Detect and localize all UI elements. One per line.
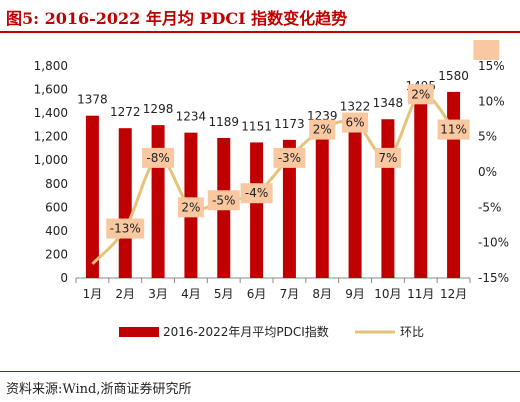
pct-label: 2% (411, 87, 430, 101)
pct-label-box (177, 197, 204, 218)
x-tick-label: 2月 (115, 287, 135, 301)
legend-bar-label: 2016-2022年月平均PDCI指数 (163, 324, 329, 339)
y-left-tick-label: 400 (45, 224, 68, 238)
bottom-rule (0, 371, 520, 372)
line-value-labels: -13% -8% 2% -5% -4% -3% 2% 6% 7% 2% 11% 6% (106, 40, 500, 239)
pct-label-box (437, 119, 470, 140)
pct-label-box (342, 112, 369, 133)
bar-value-label: 1378 (77, 93, 108, 107)
figure-title: 图5: 2016-2022 年月均 PDCI 指数变化趋势 (6, 9, 348, 28)
y-left-tick-label: 600 (45, 200, 68, 214)
bar (381, 119, 395, 278)
pct-label-box (407, 84, 434, 105)
y-left-tick-label: 200 (45, 247, 68, 261)
x-tick-label: 7月 (280, 287, 300, 301)
bar-value-label: 1189 (208, 115, 239, 129)
pdci-chart: 0 200 400 600 800 1,000 1,200 1,400 1,600 1,800 -1… (34, 40, 509, 339)
bar-value-label: 1234 (176, 110, 207, 124)
x-tick-label: 5月 (214, 287, 234, 301)
y-right-tick-label: -10% (478, 236, 509, 250)
mom-line (91, 92, 455, 265)
x-tick-label: 3月 (148, 287, 168, 301)
source-note: 资料来源:Wind,浙商证券研究所 (6, 382, 192, 397)
bar-value-label: 1173 (274, 117, 305, 131)
bar (282, 139, 296, 278)
pct-label: -8% (146, 151, 169, 165)
pct-label-box (273, 147, 306, 168)
pct-label: -5% (212, 193, 235, 207)
x-tick-label: 11月 (407, 287, 434, 301)
pct-label: -3% (278, 151, 301, 165)
y-right-tick-label: -15% (478, 271, 509, 285)
pct-label: 11% (440, 123, 467, 137)
pct-label-box (374, 147, 401, 168)
pct-label: 7% (378, 151, 397, 165)
pct-label-box (207, 190, 240, 211)
pct-label: 6% (477, 40, 496, 43)
title-rule (0, 31, 520, 33)
pct-label-box (309, 119, 336, 140)
pct-label: -4% (245, 186, 268, 200)
y-left-tick-label: 1,600 (34, 83, 68, 97)
x-tick-label: 8月 (312, 287, 332, 301)
y-right-tick-label: 10% (478, 94, 505, 108)
bar-value-label: 1151 (241, 119, 272, 133)
y-right-tick-label: -5% (478, 200, 501, 214)
bar-value-label: 1348 (373, 96, 404, 110)
pct-label-box (106, 218, 145, 239)
bar-value-label: 1272 (110, 105, 141, 119)
line-series (91, 92, 455, 265)
x-tick-label: 1月 (83, 287, 103, 301)
bar (348, 122, 362, 278)
y-right-tick-label: 5% (478, 130, 497, 144)
x-tick-label: 10月 (374, 287, 401, 301)
pct-label-box (473, 40, 500, 60)
y-left-tick-label: 1,000 (34, 153, 68, 167)
pct-label: 2% (181, 200, 200, 214)
bar (250, 142, 264, 278)
pct-label: 6% (346, 116, 365, 130)
bar (118, 128, 132, 278)
y-right-tick-label: 15% (478, 59, 505, 73)
chart-axes: 0 200 400 600 800 1,000 1,200 1,400 1,600 1,800 -1… (34, 59, 509, 301)
y-left-tick-label: 1,200 (34, 130, 68, 144)
y-left-tick-label: 1,400 (34, 106, 68, 120)
bar-value-label: 1322 (340, 99, 371, 113)
legend-line-label: 环比 (400, 325, 424, 339)
x-tick-label: 4月 (181, 287, 201, 301)
bar (414, 101, 428, 278)
legend: 2016-2022年月平均PDCI指数 环比 (119, 324, 424, 339)
x-tick-label: 6月 (247, 287, 267, 301)
pct-label: -13% (110, 222, 141, 236)
pct-label-box (240, 183, 273, 204)
bar-value-label: 1580 (438, 69, 469, 83)
y-left-tick-label: 800 (45, 177, 68, 191)
bar (85, 115, 99, 278)
bar-value-label: 1298 (143, 102, 174, 116)
y-left-tick-label: 1,800 (34, 59, 68, 73)
y-left-tick-label: 0 (60, 271, 68, 285)
bar (315, 132, 329, 278)
x-tick-label: 9月 (345, 287, 365, 301)
bar-value-label: 1239 (307, 109, 338, 123)
y-right-tick-label: 0% (478, 165, 497, 179)
legend-bar-swatch (119, 327, 159, 337)
pct-label-box (142, 147, 175, 168)
pct-label: 2% (313, 123, 332, 137)
x-tick-label: 12月 (440, 287, 467, 301)
